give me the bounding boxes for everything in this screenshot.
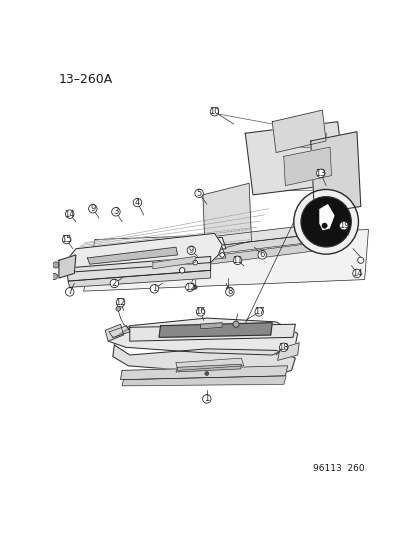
Polygon shape [310,132,360,214]
Circle shape [210,108,218,116]
Circle shape [279,343,287,352]
Polygon shape [244,122,344,195]
Circle shape [187,246,195,255]
Polygon shape [202,183,251,253]
Circle shape [219,253,224,257]
Circle shape [233,321,239,327]
Polygon shape [277,343,299,360]
Polygon shape [76,247,225,273]
Text: 11: 11 [232,256,242,265]
Circle shape [257,251,266,259]
Text: 96113  260: 96113 260 [312,464,364,473]
Text: 10: 10 [209,107,219,116]
Circle shape [88,205,97,213]
Circle shape [193,285,197,289]
Circle shape [116,298,124,307]
Circle shape [225,288,234,296]
Text: 13–260A: 13–260A [59,73,113,86]
Circle shape [62,235,71,244]
Polygon shape [195,241,331,265]
Circle shape [293,189,358,254]
Circle shape [339,221,347,230]
Circle shape [321,223,327,228]
Text: 14: 14 [351,269,361,278]
Polygon shape [120,366,287,379]
Circle shape [352,269,360,278]
Polygon shape [105,324,123,341]
Text: 3: 3 [113,207,119,216]
Polygon shape [176,358,243,370]
Circle shape [112,207,120,216]
Circle shape [204,372,208,375]
Text: 13: 13 [315,169,325,178]
Text: 14: 14 [64,209,75,219]
Circle shape [116,306,120,311]
Polygon shape [191,232,334,256]
Circle shape [196,308,204,316]
Text: 2: 2 [112,279,117,288]
Polygon shape [76,237,225,263]
Circle shape [179,268,184,273]
Circle shape [202,394,211,403]
Circle shape [51,273,57,280]
Text: 8: 8 [227,287,232,296]
Circle shape [133,198,141,207]
Circle shape [300,197,351,247]
Circle shape [254,308,263,316]
Polygon shape [83,230,368,291]
Polygon shape [200,322,222,329]
Polygon shape [113,345,294,376]
Text: 4: 4 [135,198,140,207]
Circle shape [316,169,324,177]
Circle shape [110,279,119,288]
Polygon shape [108,318,297,355]
Polygon shape [65,233,222,272]
Text: 9: 9 [188,246,194,255]
Text: 1: 1 [204,394,209,403]
Polygon shape [59,255,76,278]
Circle shape [195,189,203,198]
Circle shape [65,210,74,219]
Text: 5: 5 [196,189,201,198]
Polygon shape [87,247,177,264]
Polygon shape [283,147,331,185]
Polygon shape [176,364,241,372]
Polygon shape [68,270,210,287]
Polygon shape [152,256,195,269]
Polygon shape [66,256,210,281]
Polygon shape [109,326,129,337]
Polygon shape [129,324,294,341]
Text: 12: 12 [184,283,195,292]
Text: 15: 15 [61,235,72,244]
Circle shape [357,257,363,263]
Circle shape [226,287,230,290]
Text: 17: 17 [253,308,264,317]
Text: 6: 6 [259,251,264,260]
Circle shape [52,262,59,268]
Text: 1: 1 [152,284,157,293]
Text: 9: 9 [90,204,95,213]
Polygon shape [187,222,337,249]
Circle shape [185,283,194,292]
Polygon shape [319,205,333,230]
Circle shape [150,285,158,293]
Text: 18: 18 [278,343,288,352]
Text: 19: 19 [338,221,348,230]
Text: 16: 16 [195,308,205,317]
Circle shape [233,256,241,264]
Polygon shape [122,376,285,386]
Circle shape [65,288,74,296]
Polygon shape [272,110,325,152]
Text: 7: 7 [67,287,72,296]
Polygon shape [159,322,272,337]
Text: 12: 12 [115,298,126,307]
Circle shape [192,260,197,265]
